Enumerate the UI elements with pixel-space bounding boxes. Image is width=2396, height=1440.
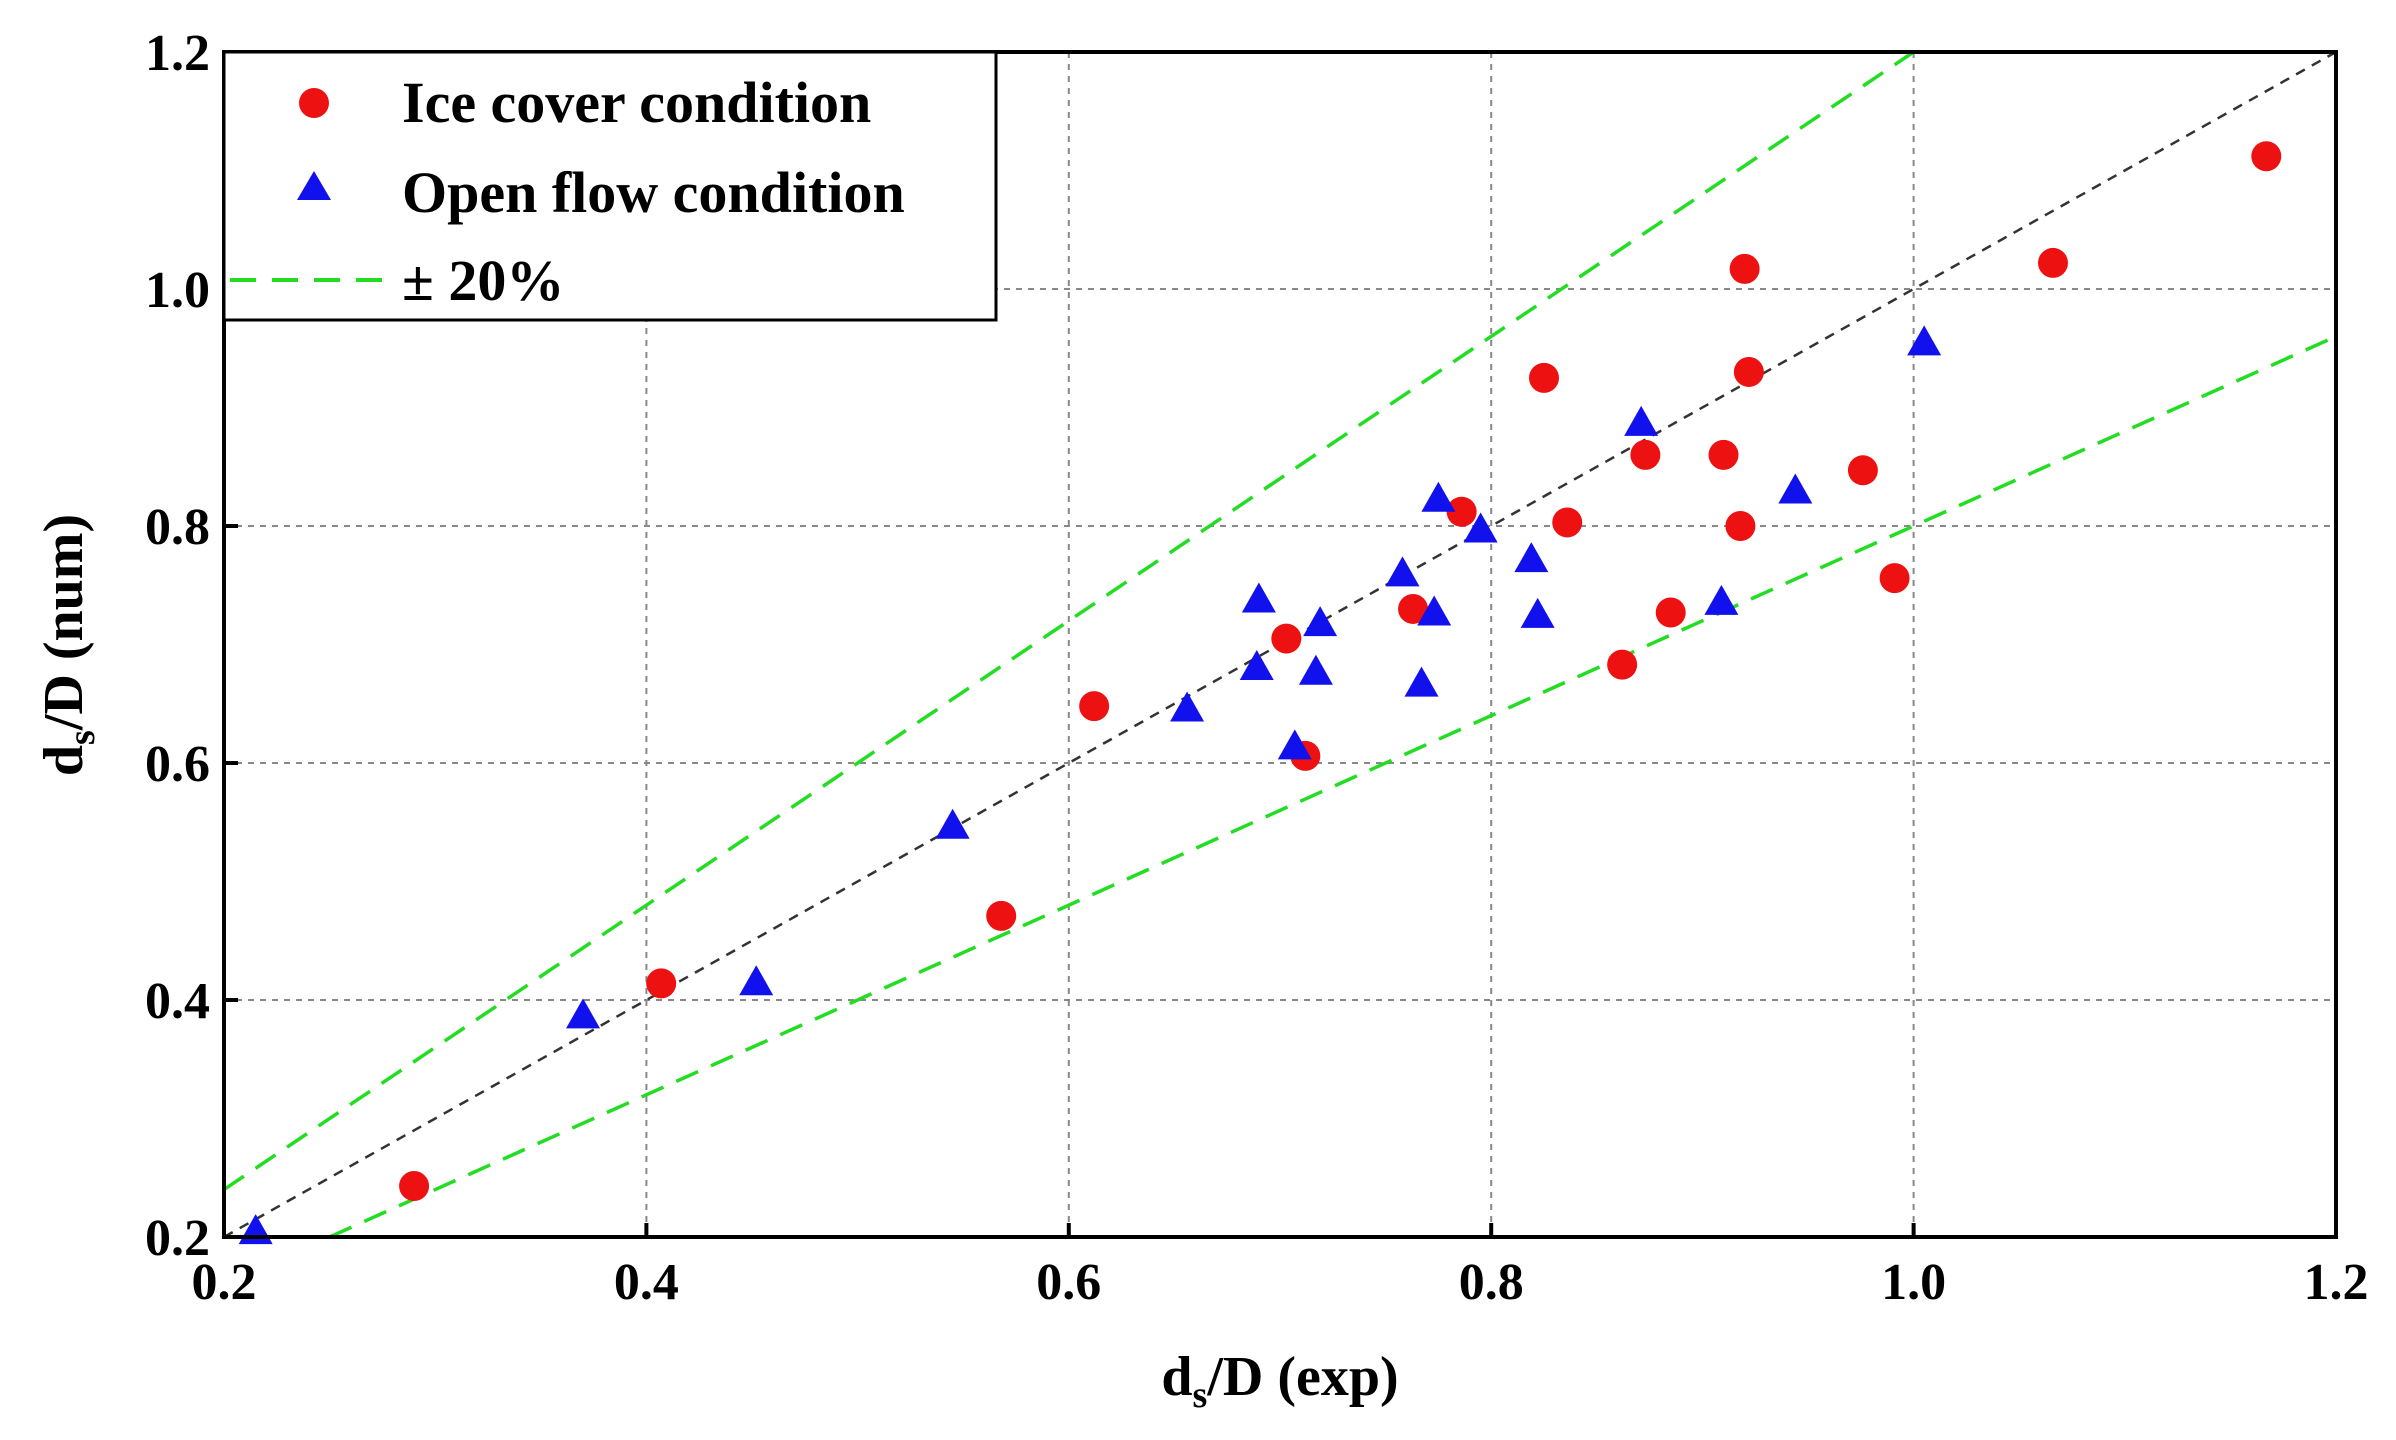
ice-cover-point xyxy=(1847,455,1878,486)
ice-cover-point xyxy=(986,900,1017,931)
open-flow-point xyxy=(1778,473,1813,504)
open-flow-point xyxy=(1385,556,1420,587)
x-tick-label: 0.6 xyxy=(1036,1254,1101,1311)
ice-cover-point xyxy=(1398,593,1429,624)
ice-cover-point xyxy=(1729,253,1760,284)
ice-cover-point xyxy=(1446,496,1477,527)
y-tick-label: 0.6 xyxy=(145,736,210,793)
open-flow-point xyxy=(1298,654,1333,685)
ice-cover-point xyxy=(1733,356,1764,387)
open-flow-point xyxy=(1417,595,1452,626)
x-tick-label: 1.2 xyxy=(2304,1254,2369,1311)
open-flow-point xyxy=(566,998,601,1029)
y-axis-label-main: d xyxy=(33,745,95,776)
axis-ticks: 0.2 0.4 0.6 0.8 1.0 1.2 0.2 0.4 0.6 0.8 1.0 1.2 xyxy=(145,25,2369,1311)
open-flow-point xyxy=(1907,325,1942,356)
legend-label-bounds: ± 20% xyxy=(402,248,564,313)
open-flow-point xyxy=(935,808,970,839)
lower-bound-line xyxy=(328,334,2337,1239)
x-axis-label: ds/D (exp) xyxy=(1161,1346,1398,1416)
open-flow-point xyxy=(1624,405,1659,436)
ice-cover-point xyxy=(1725,511,1756,541)
open-flow-point xyxy=(1704,584,1739,615)
open-flow-point xyxy=(1303,606,1338,637)
legend: Ice cover condition Open flow condition … xyxy=(222,50,998,322)
ice-cover-point xyxy=(1271,623,1302,654)
ice-cover-point xyxy=(399,1171,430,1202)
legend-marker-open xyxy=(297,171,331,200)
ice-cover-point xyxy=(1529,362,1559,393)
y-tick-label: 1.0 xyxy=(145,262,210,319)
ice-cover-point xyxy=(2037,247,2068,278)
data-points xyxy=(238,141,2282,1245)
x-tick-label: 0.8 xyxy=(1459,1254,1524,1311)
x-axis-label-main: d xyxy=(1161,1346,1192,1408)
ice-cover-point xyxy=(1552,507,1583,538)
x-tick-label: 0.4 xyxy=(614,1254,679,1311)
legend-box xyxy=(222,50,998,322)
ice-cover-point xyxy=(1079,691,1110,722)
open-flow-point xyxy=(739,965,774,996)
open-flow-point xyxy=(1239,650,1274,681)
open-flow-point xyxy=(1170,691,1205,722)
plot-frame xyxy=(222,50,2338,1239)
open-flow-point xyxy=(238,1214,273,1245)
open-flow-point xyxy=(1277,729,1312,760)
legend-marker-ice xyxy=(299,88,329,118)
open-flow-point xyxy=(1463,512,1498,543)
ice-cover-point xyxy=(1655,597,1686,628)
open-flow-point xyxy=(1514,542,1549,573)
ice-cover-point xyxy=(1607,649,1638,680)
x-axis-label-rest: /D (exp) xyxy=(1206,1346,1398,1408)
y-tick-label: 0.2 xyxy=(145,1210,210,1267)
open-flow-point xyxy=(1421,481,1456,512)
ice-cover-point xyxy=(646,968,677,999)
y-tick-label: 1.2 xyxy=(145,25,210,82)
ice-cover-point xyxy=(1879,563,1910,594)
y-axis-label-rest: /D (num) xyxy=(33,514,95,731)
legend-label-open: Open flow condition xyxy=(402,160,905,225)
legend-label-ice: Ice cover condition xyxy=(402,70,871,135)
y-axis-label: ds/D (num) xyxy=(33,514,103,776)
open-flow-point xyxy=(1404,666,1439,697)
ice-cover-point xyxy=(1630,439,1661,470)
open-flow-point xyxy=(1520,597,1555,628)
x-axis-label-sub: s xyxy=(1193,1374,1208,1416)
ice-cover-point xyxy=(2251,141,2282,172)
open-flow-point xyxy=(1241,582,1276,613)
ice-cover-point xyxy=(1708,439,1739,470)
x-tick-label: 0.2 xyxy=(192,1254,257,1311)
x-tick-label: 1.0 xyxy=(1881,1254,1946,1311)
y-axis-label-sub: s xyxy=(61,730,103,745)
y-tick-label: 0.4 xyxy=(145,973,210,1030)
y-tick-label: 0.8 xyxy=(145,499,210,556)
